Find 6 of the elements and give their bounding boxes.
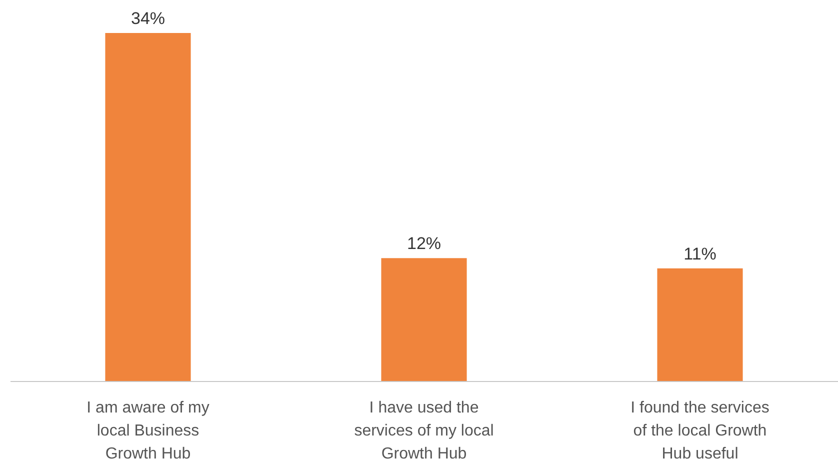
data-label: 11% xyxy=(684,244,716,264)
data-label: 34% xyxy=(130,9,166,28)
data-label: 12% xyxy=(406,234,442,254)
x-tick-label: I am aware of my local Business Growth Hub xyxy=(86,400,210,462)
x-tick-label: I found the services of the local Growth Hub useful xyxy=(630,400,770,462)
x-tick-label: I have used the services of my local Growth Hub xyxy=(354,400,494,462)
